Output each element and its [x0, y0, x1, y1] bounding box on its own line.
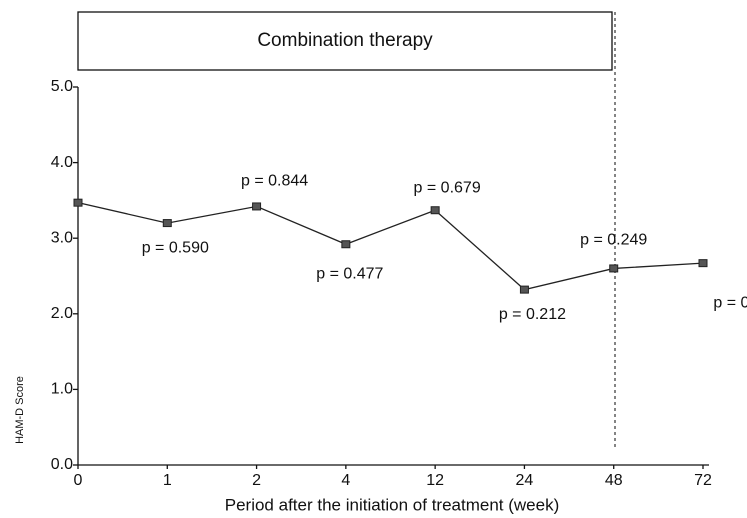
data-point — [73, 198, 83, 207]
data-line — [77, 202, 704, 291]
x-tick-label: 12 — [426, 472, 444, 489]
x-tick-label: 2 — [252, 472, 261, 489]
title-box — [77, 11, 613, 71]
p-value-label: p = 0.679 — [414, 179, 481, 196]
data-point — [341, 240, 351, 249]
x-tick-label: 1 — [163, 472, 172, 489]
p-value-label: p = 0.844 — [241, 173, 308, 190]
data-point — [430, 206, 440, 215]
y-tick-label: 3.0 — [51, 229, 73, 246]
y-axis-label: HAM-D Score — [14, 376, 26, 444]
x-tick-label: 24 — [516, 472, 534, 489]
data-point — [609, 264, 619, 273]
x-tick-label: 48 — [605, 472, 623, 489]
p-value-label: p = 0.590 — [142, 239, 209, 256]
data-point — [519, 285, 529, 294]
chart-title: Combination therapy — [257, 30, 433, 51]
y-tick-label: 4.0 — [51, 154, 73, 171]
y-tick-label: 2.0 — [51, 305, 73, 322]
y-tick-label: 0.0 — [51, 456, 73, 473]
p-value-label: p = 0.212 — [713, 294, 747, 311]
data-point — [698, 259, 708, 268]
x-axis-label: Period after the initiation of treatment… — [225, 495, 560, 514]
x-tick-label: 72 — [694, 472, 712, 489]
p-value-label: p = 0.249 — [580, 232, 647, 249]
data-point — [252, 202, 262, 211]
p-value-label: p = 0.212 — [499, 306, 566, 323]
y-tick-label: 1.0 — [51, 381, 73, 398]
x-tick-label: 0 — [74, 472, 83, 489]
x-tick-label: 4 — [341, 472, 350, 489]
data-point — [162, 219, 172, 228]
p-value-label: p = 0.477 — [316, 265, 383, 282]
y-tick-label: 5.0 — [51, 78, 73, 95]
